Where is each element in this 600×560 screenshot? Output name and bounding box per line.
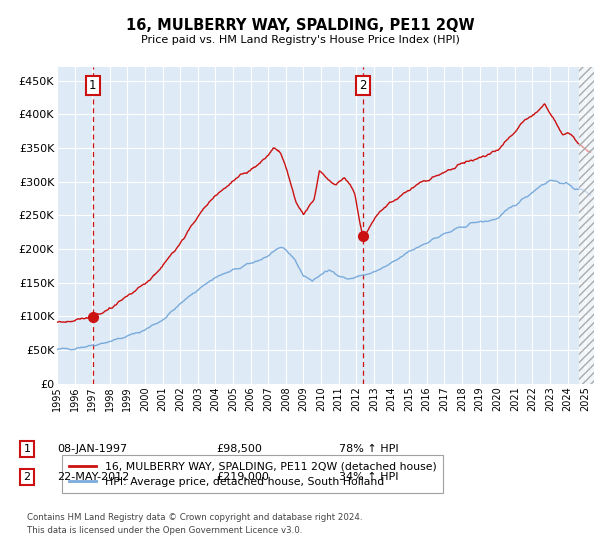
Legend: 16, MULBERRY WAY, SPALDING, PE11 2QW (detached house), HPI: Average price, detac: 16, MULBERRY WAY, SPALDING, PE11 2QW (de… (62, 455, 443, 493)
Text: £219,000: £219,000 (216, 472, 269, 482)
Text: 2: 2 (359, 79, 367, 92)
Text: 1: 1 (89, 79, 97, 92)
Text: 08-JAN-1997: 08-JAN-1997 (57, 444, 127, 454)
Text: This data is licensed under the Open Government Licence v3.0.: This data is licensed under the Open Gov… (27, 526, 302, 535)
Text: 22-MAY-2012: 22-MAY-2012 (57, 472, 129, 482)
Text: 16, MULBERRY WAY, SPALDING, PE11 2QW: 16, MULBERRY WAY, SPALDING, PE11 2QW (125, 18, 475, 34)
Text: 34% ↑ HPI: 34% ↑ HPI (339, 472, 398, 482)
Text: Price paid vs. HM Land Registry's House Price Index (HPI): Price paid vs. HM Land Registry's House … (140, 35, 460, 45)
Text: 1: 1 (23, 444, 31, 454)
Text: 2: 2 (23, 472, 31, 482)
Text: 78% ↑ HPI: 78% ↑ HPI (339, 444, 398, 454)
Text: £98,500: £98,500 (216, 444, 262, 454)
Text: Contains HM Land Registry data © Crown copyright and database right 2024.: Contains HM Land Registry data © Crown c… (27, 513, 362, 522)
